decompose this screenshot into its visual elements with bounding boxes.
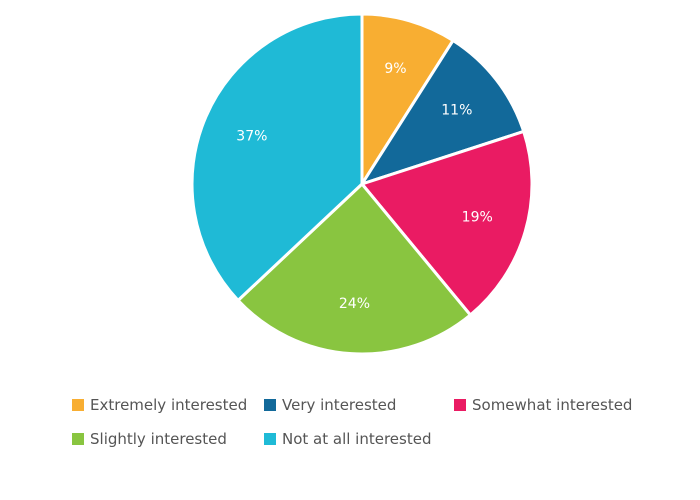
legend-item-somewhat-interested: Somewhat interested bbox=[454, 396, 632, 414]
pie-slices bbox=[190, 12, 534, 356]
slice-value-label: 19% bbox=[462, 209, 493, 225]
legend-item-extremely-interested: Extremely interested bbox=[72, 396, 264, 414]
slice-value-label: 11% bbox=[441, 102, 472, 118]
legend-row: Slightly interested Not at all intereste… bbox=[72, 422, 692, 456]
slice-value-label: 37% bbox=[236, 128, 267, 144]
pie-slice-extremely-interested bbox=[360, 12, 455, 186]
legend-item-very-interested: Very interested bbox=[264, 396, 454, 414]
legend-swatch bbox=[264, 399, 276, 411]
slice-value-label: 9% bbox=[384, 61, 406, 77]
legend-swatch bbox=[72, 399, 84, 411]
legend-label: Extremely interested bbox=[90, 396, 248, 414]
pie-slice-not-at-all-interested bbox=[190, 12, 364, 302]
legend-swatch bbox=[72, 433, 84, 445]
pie-slice-very-interested bbox=[360, 38, 526, 186]
legend-label: Very interested bbox=[282, 396, 397, 414]
legend-item-not-at-all-interested: Not at all interested bbox=[264, 430, 431, 448]
slice-value-label: 24% bbox=[339, 296, 370, 312]
legend-label: Not at all interested bbox=[282, 430, 432, 448]
legend-swatch bbox=[454, 399, 466, 411]
legend-item-slightly-interested: Slightly interested bbox=[72, 430, 264, 448]
pie-slice-somewhat-interested bbox=[360, 129, 534, 317]
pie-chart: 9% 11% 19% 24% 37% bbox=[190, 12, 534, 356]
legend-row: Extremely interested Very interested Som… bbox=[72, 388, 692, 422]
legend-label: Slightly interested bbox=[90, 430, 227, 448]
legend: Extremely interested Very interested Som… bbox=[72, 388, 692, 456]
pie-labels: 9% 11% 19% 24% 37% bbox=[236, 61, 492, 312]
pie-slice-slightly-interested bbox=[236, 182, 472, 356]
legend-swatch bbox=[264, 433, 276, 445]
legend-label: Somewhat interested bbox=[472, 396, 633, 414]
